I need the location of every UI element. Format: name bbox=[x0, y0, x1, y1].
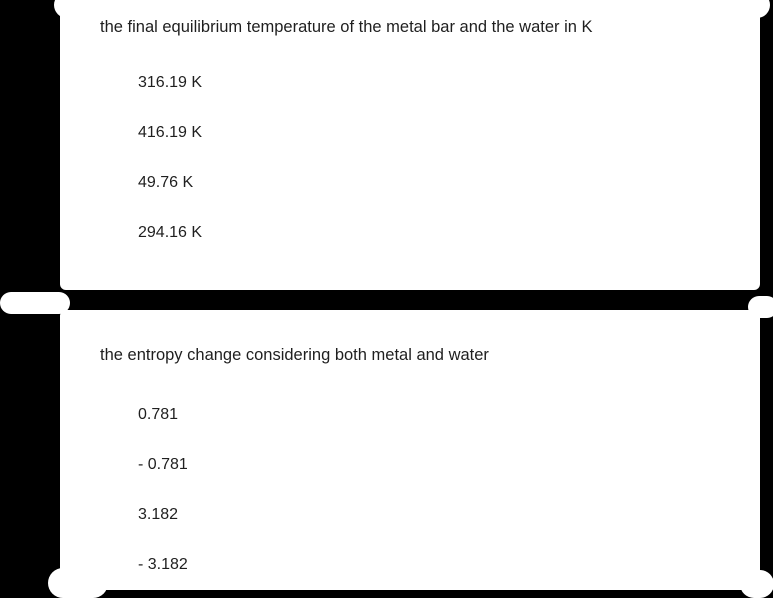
question-2-option-d[interactable]: - 3.182 bbox=[138, 556, 188, 574]
eraser-mark bbox=[0, 292, 70, 314]
question-1-option-c[interactable]: 49.76 K bbox=[138, 174, 193, 192]
question-2-prompt: the entropy change considering both meta… bbox=[100, 346, 489, 365]
question-2-option-c[interactable]: 3.182 bbox=[138, 506, 178, 524]
eraser-mark bbox=[748, 296, 773, 318]
question-1-option-d[interactable]: 294.16 K bbox=[138, 224, 202, 242]
question-2-option-a[interactable]: 0.781 bbox=[138, 406, 178, 424]
question-2-option-b[interactable]: - 0.781 bbox=[138, 456, 188, 474]
question-1-option-a[interactable]: 316.19 K bbox=[138, 74, 202, 92]
question-1-option-b[interactable]: 416.19 K bbox=[138, 124, 202, 142]
eraser-mark bbox=[48, 568, 108, 598]
question-1-prompt: the final equilibrium temperature of the… bbox=[100, 18, 593, 37]
question-card-1: the final equilibrium temperature of the… bbox=[60, 0, 760, 290]
question-card-2: the entropy change considering both meta… bbox=[60, 310, 760, 590]
eraser-mark bbox=[740, 570, 773, 598]
